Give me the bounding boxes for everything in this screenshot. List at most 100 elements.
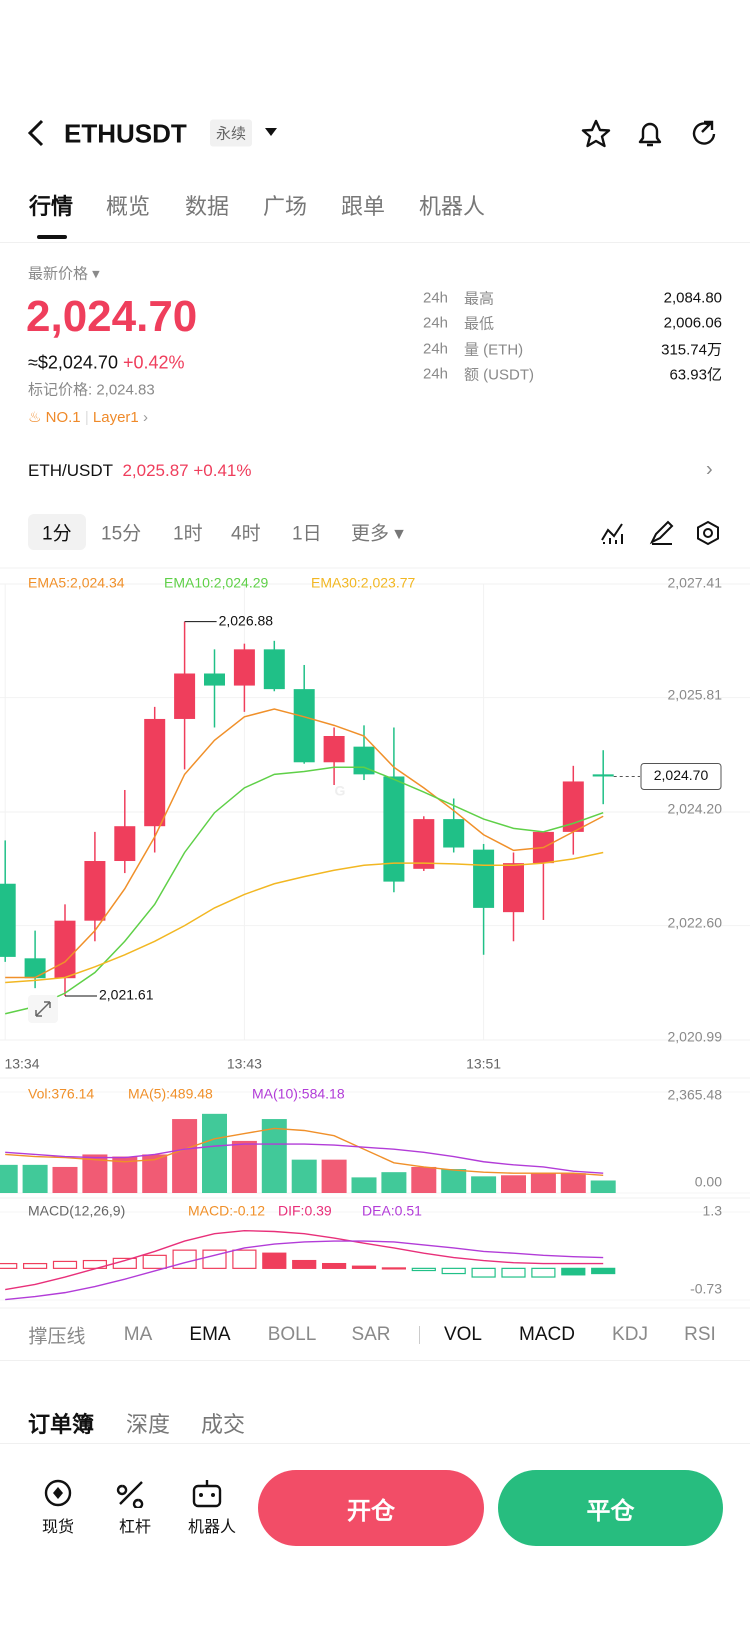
divider — [0, 242, 750, 243]
volume-bar — [112, 1156, 138, 1193]
star-icon[interactable] — [580, 118, 612, 150]
volume-bar — [381, 1172, 407, 1193]
dropdown-icon[interactable] — [264, 127, 278, 137]
indicator[interactable]: VOL — [443, 1324, 483, 1345]
book-tab[interactable]: 深度 — [126, 1412, 171, 1437]
chart-tools[interactable] — [600, 520, 724, 546]
candle-body — [114, 826, 136, 862]
nav-label[interactable]: 现货 — [41, 1519, 75, 1536]
candle-body — [54, 920, 76, 979]
open-button[interactable]: 开仓 — [258, 1470, 484, 1546]
book-tab[interactable]: 订单簿 — [28, 1412, 95, 1437]
interval[interactable]: 15分 — [101, 523, 142, 545]
stat-label: 最低 — [464, 315, 495, 333]
indicator[interactable]: SAR — [351, 1324, 391, 1345]
tab[interactable]: 概览 — [106, 194, 151, 219]
x-tick-label: 13:34 — [4, 1056, 39, 1072]
y-tick-label: 2,025.81 — [668, 686, 723, 702]
candle-body — [592, 774, 614, 777]
interval[interactable]: 4时 — [231, 523, 261, 545]
indicator[interactable]: BOLL — [267, 1324, 317, 1345]
indicator[interactable]: MACD — [519, 1324, 575, 1345]
macd-bar — [591, 1267, 616, 1275]
volume-bar — [0, 1164, 18, 1193]
candle-body — [562, 781, 584, 832]
indicator[interactable]: 撑压线 — [28, 1326, 86, 1348]
y-tick-label: -0.73 — [690, 1281, 722, 1297]
close-button[interactable]: 平仓 — [498, 1470, 723, 1546]
legend-entry: Vol:376.14 — [28, 1086, 94, 1102]
volume-bar — [590, 1180, 616, 1193]
volume-bar — [231, 1140, 257, 1193]
spot-price: 2,025.87 — [122, 461, 189, 480]
spot-row[interactable]: ETH/USDT 2,025.87 +0.41% — [28, 461, 252, 481]
spot-change: +0.41% — [193, 461, 252, 480]
y-tick-label: 2,365.48 — [668, 1087, 723, 1103]
candle-body — [383, 776, 405, 882]
stat-value: 315.74万 — [661, 341, 722, 359]
indicator[interactable]: KDJ — [612, 1324, 648, 1345]
macd-line — [5, 1229, 604, 1291]
legend-entry: DEA:0.51 — [362, 1203, 422, 1219]
stat-period: 24h — [423, 340, 449, 358]
ma-line — [5, 1127, 604, 1176]
legend-entry: MA(10):584.18 — [252, 1086, 345, 1102]
usd-price: ≈$2,024.70 — [28, 352, 118, 373]
macd-bar — [561, 1267, 586, 1276]
tab[interactable]: 数据 — [185, 194, 230, 219]
candle-body — [323, 736, 345, 763]
macd-bar — [411, 1267, 436, 1272]
candle-body — [263, 649, 285, 690]
macd-bar — [531, 1267, 556, 1278]
volume-bar — [291, 1159, 317, 1193]
y-tick-label: 2,022.60 — [668, 914, 723, 930]
bell-icon[interactable] — [634, 118, 666, 150]
volume-bar — [501, 1175, 526, 1193]
macd-bar — [23, 1262, 48, 1269]
nav-label[interactable]: 机器人 — [187, 1519, 237, 1536]
y-tick-label: 0.00 — [695, 1174, 722, 1190]
macd-bar — [142, 1254, 167, 1269]
macd-bar — [501, 1267, 526, 1278]
macd-bar — [232, 1249, 257, 1269]
candle-body — [293, 689, 315, 763]
stat-label: 量 (ETH) — [464, 341, 524, 359]
legend-entry: EMA10:2,024.29 — [164, 575, 269, 591]
macd-bar — [0, 1262, 18, 1269]
macd-bar — [202, 1249, 227, 1269]
tab[interactable]: 广场 — [263, 194, 308, 219]
mark-price: 标记价格: 2,024.83 — [28, 381, 155, 399]
interval[interactable]: 1日 — [292, 523, 322, 545]
tab[interactable]: 跟单 — [341, 194, 386, 219]
back-icon[interactable] — [24, 118, 50, 148]
volume-bar — [22, 1164, 48, 1193]
y-tick-label: 2,027.41 — [668, 575, 723, 591]
refresh-icon[interactable] — [688, 118, 720, 150]
interval[interactable]: 1分 — [42, 523, 72, 545]
interval[interactable]: 更多 ▾ — [351, 523, 404, 545]
chevron: › — [706, 458, 713, 481]
candle-body — [144, 718, 166, 827]
macd-bar — [292, 1259, 317, 1269]
tab[interactable]: 机器人 — [419, 194, 486, 219]
nav-label[interactable]: 杠杆 — [118, 1519, 152, 1536]
indicator[interactable]: EMA — [189, 1324, 231, 1345]
volume-bar — [261, 1119, 287, 1193]
book-tab[interactable]: 成交 — [201, 1412, 246, 1437]
legend-title: MACD(12,26,9) — [28, 1203, 125, 1219]
interval[interactable]: 1时 — [173, 523, 203, 545]
price-label: 最新价格 ▾ — [28, 265, 100, 283]
tab[interactable]: 行情 — [29, 194, 74, 219]
indicator[interactable]: MA — [123, 1324, 153, 1345]
legend-entry: MACD:-0.12 — [188, 1203, 265, 1219]
indicator[interactable]: RSI — [684, 1324, 716, 1345]
annotation-label: 2,021.61 — [99, 987, 154, 1003]
stat-value: 63.93亿 — [669, 366, 722, 384]
candle-body — [24, 958, 46, 979]
candle-body — [503, 863, 524, 913]
volume-bar — [52, 1166, 78, 1193]
last-price-label: 2,024.70 — [654, 767, 709, 783]
tab-underline — [37, 235, 67, 239]
volume-bar — [560, 1173, 586, 1193]
macd-bar — [351, 1265, 377, 1269]
